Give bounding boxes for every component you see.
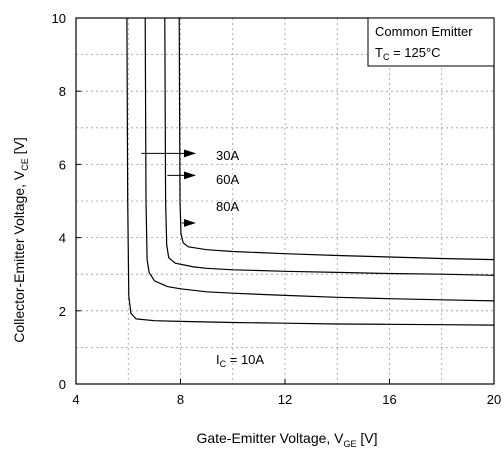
y-axis-label-main: Collector-Emitter Voltage, V [11,170,27,343]
x-tick-label: 16 [382,392,396,407]
annotation-ic-10a: IC = 10A [216,352,264,369]
annotation-ic-10a-rest: = 10A [226,352,264,367]
x-tick-label: 20 [487,392,501,407]
series-line-2 [144,17,495,302]
x-tick-label: 12 [278,392,292,407]
grid [76,18,494,384]
annotation-ic-10a-sub: C [220,359,227,369]
tick-labels: 4 8 12 16 20 0 2 4 6 8 10 [52,11,502,407]
y-tick-label: 6 [59,157,66,172]
annotation-30a: 30A [216,148,239,163]
legend-box-frame [367,17,495,67]
annotations: IC = 10A 30A 60A 80A [141,148,264,369]
series-line-4 [178,17,495,261]
annotation-60a: 60A [216,172,239,187]
x-axis-label: Gate-Emitter Voltage, VGE [V] [196,430,377,449]
y-tick-label: 8 [59,84,66,99]
legend-line-2-sub: C [383,52,390,62]
annotation-ic-10a-main: I [216,352,220,367]
x-tick-label: 8 [177,392,184,407]
y-axis-label: Collector-Emitter Voltage, VCE [V] [11,137,30,343]
x-tick-label: 4 [72,392,79,407]
legend-line-2-main: T [375,45,383,60]
y-axis-label-unit: [V] [11,137,27,158]
legend-line-2: TC = 125°C [375,45,441,62]
legend-line-2-rest: = 125°C [389,45,440,60]
series-line-3 [164,17,495,276]
annotation-80a: 80A [216,199,239,214]
y-tick-label: 2 [59,304,66,319]
y-tick-label: 0 [59,377,66,392]
legend-line-1: Common Emitter [375,24,473,39]
curves [126,17,495,326]
x-axis-label-sub: GE [344,439,357,449]
legend-box: Common Emitter TC = 125°C [367,17,495,67]
series-line-1 [126,17,495,326]
x-axis-label-main: Gate-Emitter Voltage, V [196,430,344,446]
y-tick-label: 10 [52,11,66,26]
y-axis-label-sub: CE [20,158,30,171]
y-tick-label: 4 [59,231,66,246]
x-axis-label-unit: [V] [357,430,378,446]
